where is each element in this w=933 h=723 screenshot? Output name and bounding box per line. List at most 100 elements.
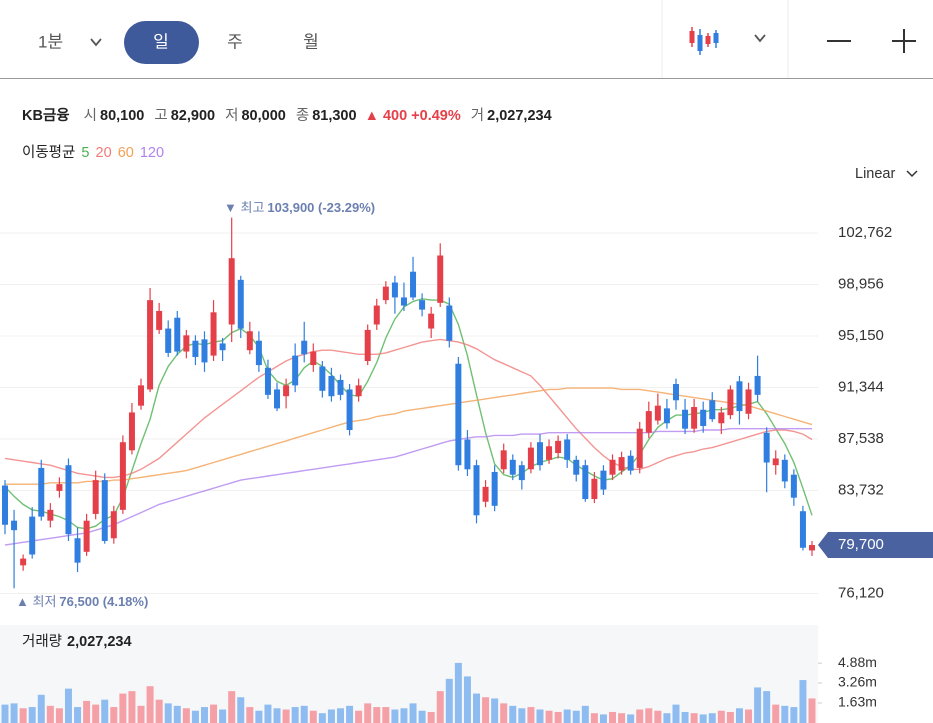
volume-bar bbox=[491, 698, 499, 723]
quote-label: 저 bbox=[225, 107, 238, 124]
candle-body bbox=[301, 340, 308, 355]
candle-body bbox=[754, 375, 761, 395]
chevron[interactable] bbox=[906, 170, 918, 178]
candle-body bbox=[20, 558, 27, 566]
ma-line bbox=[5, 387, 813, 485]
candle-body bbox=[736, 381, 743, 412]
volume-bar bbox=[173, 705, 181, 723]
volume-bar bbox=[19, 708, 27, 723]
volume-bar bbox=[146, 686, 154, 723]
min-text: 76,500 (4.18%) bbox=[59, 594, 148, 609]
candle-body bbox=[564, 439, 571, 460]
volume-bar bbox=[155, 699, 163, 723]
legend-entry[interactable]: 5 bbox=[81, 145, 89, 161]
scale-select[interactable]: Linear bbox=[855, 166, 895, 182]
chevron[interactable] bbox=[754, 34, 766, 43]
legend-entry[interactable]: 20 bbox=[96, 145, 112, 161]
volume-bar bbox=[799, 680, 807, 723]
candle-body bbox=[437, 255, 444, 303]
candle-body bbox=[373, 305, 380, 325]
volume-bar bbox=[463, 676, 471, 723]
candle-body bbox=[582, 465, 589, 500]
candle-body bbox=[128, 412, 135, 451]
change: ▲ 400 bbox=[365, 108, 408, 124]
candle-body bbox=[473, 465, 480, 516]
candle-body bbox=[400, 297, 407, 306]
volume-bar bbox=[808, 698, 816, 723]
volume-bar bbox=[282, 709, 290, 723]
candle-body bbox=[364, 329, 371, 362]
volume-bar bbox=[373, 707, 381, 723]
candle-body bbox=[110, 511, 117, 539]
volume-bar bbox=[509, 705, 517, 723]
legend-entry[interactable]: 120 bbox=[140, 145, 164, 161]
candle-body bbox=[147, 300, 154, 390]
volume-legend: 거래량 2,027,234 bbox=[22, 633, 132, 650]
candle-body bbox=[482, 486, 489, 502]
volume-bar bbox=[545, 710, 553, 723]
volume-bar bbox=[745, 709, 753, 723]
candle-body bbox=[274, 389, 281, 409]
quote-value: 81,300 bbox=[312, 108, 356, 124]
volume-bar bbox=[781, 705, 789, 723]
legend-entry[interactable]: 60 bbox=[118, 145, 134, 161]
candle-body bbox=[92, 480, 99, 514]
volume-bar bbox=[355, 710, 363, 723]
volume-bar bbox=[409, 703, 417, 723]
candle-body bbox=[527, 447, 534, 470]
quote-label: 거 bbox=[471, 107, 484, 124]
volume-bar bbox=[436, 691, 444, 723]
volume-bar bbox=[55, 708, 63, 723]
candle-body bbox=[663, 408, 670, 424]
volume-bar bbox=[228, 691, 236, 723]
candle-body bbox=[165, 328, 172, 353]
candle-body bbox=[2, 485, 8, 525]
interval-select[interactable]: 1분 bbox=[38, 32, 63, 51]
volume-bar bbox=[654, 710, 662, 723]
quote-value: 82,900 bbox=[171, 108, 215, 124]
volume-bar bbox=[318, 713, 326, 723]
candle-body bbox=[555, 440, 562, 454]
candle-body bbox=[138, 385, 145, 406]
period-pill[interactable] bbox=[124, 21, 199, 64]
volume-bar bbox=[137, 705, 145, 723]
chart-type-icon[interactable] bbox=[689, 27, 719, 55]
candle-body bbox=[500, 450, 507, 470]
quote-label: 시 bbox=[84, 108, 97, 124]
candle-body bbox=[591, 478, 598, 500]
candle-body bbox=[636, 428, 643, 468]
volume-bar bbox=[164, 703, 172, 723]
candle-body bbox=[283, 385, 290, 397]
min-marker: ▲ 최저 bbox=[16, 594, 56, 609]
candle-body bbox=[292, 355, 299, 386]
zoom-in[interactable] bbox=[892, 29, 916, 53]
candle-body bbox=[210, 312, 217, 356]
volume-panel bbox=[0, 625, 818, 723]
candle-body bbox=[464, 439, 471, 470]
volume-bar bbox=[636, 709, 644, 723]
volume-bar bbox=[645, 708, 653, 723]
candle-body bbox=[446, 305, 453, 341]
candle-body bbox=[573, 459, 580, 475]
candle-body bbox=[491, 471, 498, 506]
period-tab[interactable]: 일 bbox=[153, 32, 169, 51]
ma-line bbox=[4, 428, 812, 546]
y-tick-label: 91,344 bbox=[838, 378, 884, 395]
candle-body bbox=[419, 300, 426, 310]
period-tab[interactable]: 월 bbox=[303, 32, 319, 51]
volume-bar bbox=[681, 711, 689, 723]
volume-bar bbox=[291, 707, 299, 723]
volume-bar bbox=[726, 711, 734, 723]
volume-bar bbox=[28, 707, 36, 723]
volume-bar bbox=[255, 710, 263, 723]
volume-bar bbox=[563, 709, 571, 723]
candle-body bbox=[319, 366, 326, 391]
y-tick-label: 87,538 bbox=[838, 430, 884, 447]
candle-body bbox=[727, 389, 734, 416]
candle-body bbox=[346, 389, 353, 431]
candle-body bbox=[237, 279, 244, 329]
period-tab[interactable]: 주 bbox=[227, 32, 243, 51]
y-tick-label: 83,732 bbox=[838, 481, 884, 498]
chevron[interactable] bbox=[90, 38, 102, 47]
